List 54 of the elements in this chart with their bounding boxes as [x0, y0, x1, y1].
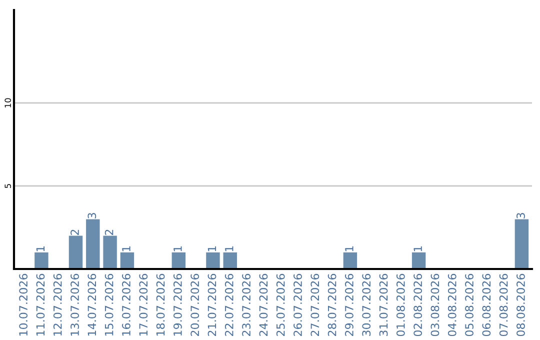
x-tick-label: 15.07.2026 — [104, 274, 114, 336]
data-label: 1 — [208, 246, 216, 252]
data-label: 1 — [122, 246, 130, 252]
x-tick-label: 07.08.2026 — [499, 274, 508, 336]
y-tick-label: 5 — [4, 184, 11, 188]
x-tick-label: 24.07.2026 — [259, 274, 268, 336]
x-tick-label: 12.07.2026 — [53, 274, 62, 336]
x-tick-label: 01.08.2026 — [396, 274, 405, 336]
x-tick-label: 06.08.2026 — [482, 274, 491, 336]
x-tick-label: 28.07.2026 — [328, 274, 336, 336]
bar — [514, 219, 529, 269]
x-tick-label: 31.07.2026 — [379, 274, 388, 336]
data-label: 3 — [88, 213, 96, 218]
bar — [343, 252, 358, 269]
bar — [412, 252, 426, 269]
x-tick-label: 23.07.2026 — [242, 274, 250, 336]
x-tick-label: 19.07.2026 — [173, 274, 182, 336]
bar — [206, 252, 220, 269]
bar — [103, 236, 117, 269]
x-tick-label: 18.07.2026 — [156, 274, 165, 336]
data-label: 1 — [414, 246, 422, 252]
x-tick-label: 10.07.2026 — [19, 274, 28, 336]
bar — [120, 252, 134, 269]
x-tick-label: 13.07.2026 — [70, 274, 79, 336]
x-tick-label: 02.08.2026 — [414, 274, 422, 336]
data-label: 1 — [225, 246, 234, 252]
x-tick-label: 26.07.2026 — [294, 274, 302, 336]
x-tick-label: 14.07.2026 — [88, 274, 96, 336]
x-tick-label: 17.07.2026 — [139, 274, 148, 336]
x-tick-label: 11.07.2026 — [36, 274, 45, 336]
data-label: 1 — [174, 246, 182, 252]
bar — [68, 236, 83, 269]
x-tick-label: 30.07.2026 — [362, 274, 371, 336]
x-tick-label: 29.07.2026 — [345, 274, 354, 336]
bar — [223, 252, 237, 269]
x-tick-label: 08.08.2026 — [516, 274, 525, 336]
x-tick-label: 04.08.2026 — [448, 274, 456, 336]
x-tick-label: 03.08.2026 — [430, 274, 440, 336]
data-label: 3 — [516, 213, 525, 218]
x-tick-label: 20.07.2026 — [190, 274, 200, 336]
bar — [34, 252, 48, 269]
data-label: 2 — [70, 230, 79, 235]
data-label: 1 — [345, 246, 354, 252]
x-tick-label: 22.07.2026 — [224, 274, 234, 336]
bar — [86, 219, 100, 269]
x-tick-label: 25.07.2026 — [276, 274, 285, 336]
y-tick-label: 10 — [4, 98, 11, 108]
bar — [172, 252, 186, 269]
x-tick-label: 16.07.2026 — [122, 274, 130, 336]
x-tick-label: 21.07.2026 — [208, 274, 216, 336]
data-label: 1 — [36, 246, 45, 252]
x-tick-label: 05.08.2026 — [465, 274, 474, 336]
data-label: 2 — [104, 230, 114, 235]
x-tick-label: 27.07.2026 — [310, 274, 320, 336]
